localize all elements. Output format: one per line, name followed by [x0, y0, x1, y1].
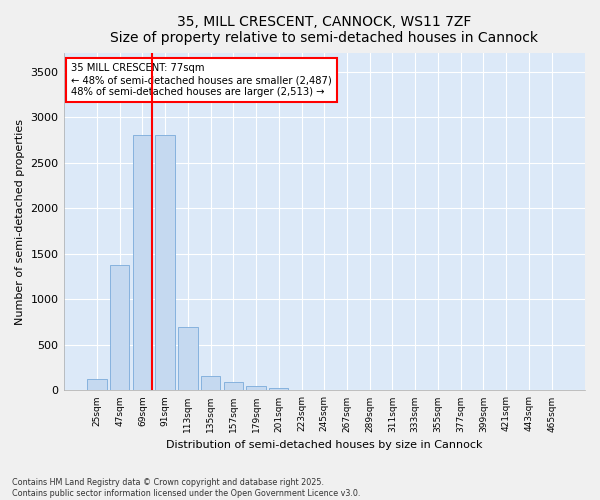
- X-axis label: Distribution of semi-detached houses by size in Cannock: Distribution of semi-detached houses by …: [166, 440, 482, 450]
- Text: Contains HM Land Registry data © Crown copyright and database right 2025.
Contai: Contains HM Land Registry data © Crown c…: [12, 478, 361, 498]
- Bar: [201, 376, 220, 390]
- Title: 35, MILL CRESCENT, CANNOCK, WS11 7ZF
Size of property relative to semi-detached : 35, MILL CRESCENT, CANNOCK, WS11 7ZF Siz…: [110, 15, 538, 45]
- Bar: [224, 382, 243, 390]
- Bar: [247, 386, 266, 390]
- Bar: [133, 136, 152, 390]
- Text: 35 MILL CRESCENT: 77sqm
← 48% of semi-detached houses are smaller (2,487)
48% of: 35 MILL CRESCENT: 77sqm ← 48% of semi-de…: [71, 64, 332, 96]
- Bar: [110, 264, 130, 390]
- Bar: [87, 378, 107, 390]
- Bar: [269, 388, 289, 390]
- Bar: [155, 136, 175, 390]
- Y-axis label: Number of semi-detached properties: Number of semi-detached properties: [15, 119, 25, 325]
- Bar: [178, 326, 197, 390]
